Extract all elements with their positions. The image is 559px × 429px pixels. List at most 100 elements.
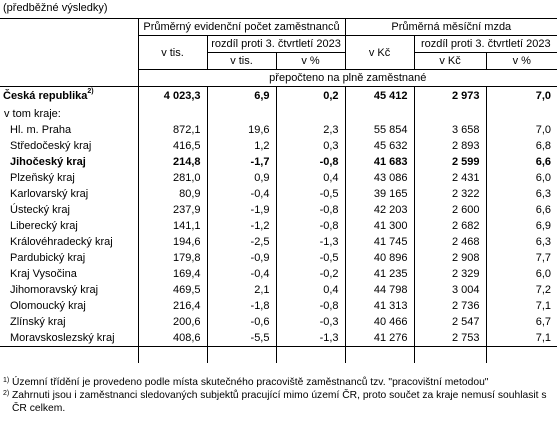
region-value: 41 313 xyxy=(344,297,415,314)
region-value: 55 854 xyxy=(344,121,415,138)
header-group-wage: Průměrná měsíční mzda xyxy=(344,18,558,36)
footnote-mark: 1) xyxy=(3,377,10,384)
region-row: Hl. m. Praha 872,1 19,6 2,3 55 854 3 658 7,0 xyxy=(0,121,558,138)
section-label-row: v tom kraje: xyxy=(0,105,558,122)
header-span-note: přepočteno na plně zaměstnané xyxy=(137,69,558,87)
header-sub-thousands: v tis. xyxy=(206,52,276,70)
region-value: -0,9 xyxy=(206,249,276,266)
total-label: Česká republika2) xyxy=(3,88,94,103)
header-unit-wage: v Kč xyxy=(344,35,415,70)
region-value: 0,4 xyxy=(275,281,346,298)
region-value: -1,7 xyxy=(206,153,276,170)
region-value: -0,4 xyxy=(206,265,276,282)
header-diff-wage: rozdíl proti 3. čtvrtletí 2023 xyxy=(413,35,558,53)
region-value: 237,9 xyxy=(137,201,207,218)
region-value: -0,8 xyxy=(275,297,346,314)
region-value: 39 165 xyxy=(344,185,415,202)
region-value: 469,5 xyxy=(137,281,207,298)
region-row: Kraj Vysočina 169,4 -0,4 -0,2 41 235 2 329 6,0 xyxy=(0,265,558,282)
table-note: (předběžné výsledky) xyxy=(3,2,108,14)
region-value: 3 004 xyxy=(413,281,487,298)
region-row: Moravskoslezský kraj 408,6 -5,5 -1,3 41 276 2… xyxy=(0,329,558,346)
header-diff-employees: rozdíl proti 3. čtvrtletí 2023 xyxy=(206,35,346,53)
region-label: Pardubický kraj xyxy=(10,251,86,264)
region-value: 1,2 xyxy=(206,137,276,154)
footnote-mark: 2) xyxy=(3,390,10,397)
region-value: -0,5 xyxy=(275,249,346,266)
region-value: -2,5 xyxy=(206,233,276,250)
region-value: 2 547 xyxy=(413,313,487,330)
region-value: 7,1 xyxy=(485,329,558,346)
region-value: -0,3 xyxy=(275,313,346,330)
region-value: 2 468 xyxy=(413,233,487,250)
region-label: Hl. m. Praha xyxy=(10,123,72,136)
footnotes: 1) Územní třídění je provedeno podle mís… xyxy=(3,376,555,415)
region-value: -0,2 xyxy=(275,265,346,282)
header-corner xyxy=(0,53,138,70)
region-row: Zlínský kraj 200,6 -0,6 -0,3 40 466 2 547 6,7 xyxy=(0,313,558,330)
region-rows: Hl. m. Praha 872,1 19,6 2,3 55 854 3 658 7,0 St… xyxy=(0,121,558,346)
region-value: 2,1 xyxy=(206,281,276,298)
region-value: 6,8 xyxy=(485,137,558,154)
total-value: 45 412 xyxy=(344,86,415,106)
region-row: Olomoucký kraj 216,4 -1,8 -0,8 41 313 2 736 7,… xyxy=(0,297,558,314)
region-value: 0,4 xyxy=(275,169,346,186)
region-row: Jihočeský kraj 214,8 -1,7 -0,8 41 683 2 599 6,… xyxy=(0,153,558,170)
total-row: Česká republika2) 4 023,3 6,9 0,2 45 412… xyxy=(0,86,558,106)
region-value: 2 599 xyxy=(413,153,487,170)
region-label: Jihomoravský kraj xyxy=(10,283,99,296)
total-value: 0,2 xyxy=(275,86,346,106)
region-value: 2 322 xyxy=(413,185,487,202)
footnote: 2) Zahrnuti jsou i zaměstnanci sledovaný… xyxy=(3,389,555,415)
header-sub-percent: v % xyxy=(275,52,346,70)
region-value: 141,1 xyxy=(137,217,207,234)
region-value: -0,4 xyxy=(206,185,276,202)
region-value: 41 276 xyxy=(344,329,415,346)
region-value: 281,0 xyxy=(137,169,207,186)
region-value: 7,2 xyxy=(485,281,558,298)
region-value: 41 235 xyxy=(344,265,415,282)
region-value: 6,3 xyxy=(485,185,558,202)
total-value: 4 023,3 xyxy=(137,86,207,106)
region-value: 200,6 xyxy=(137,313,207,330)
region-value: 2 431 xyxy=(413,169,487,186)
region-value: -1,3 xyxy=(275,233,346,250)
region-label: Liberecký kraj xyxy=(10,219,78,232)
region-value: 6,6 xyxy=(485,201,558,218)
region-value: 216,4 xyxy=(137,297,207,314)
region-label: Středočeský kraj xyxy=(10,139,92,152)
region-value: 2 908 xyxy=(413,249,487,266)
region-label: Ústecký kraj xyxy=(10,203,70,216)
region-value: 6,0 xyxy=(485,169,558,186)
region-value: 7,7 xyxy=(485,249,558,266)
region-value: 42 203 xyxy=(344,201,415,218)
header-unit-employees: v tis. xyxy=(137,35,207,70)
header-corner xyxy=(0,36,138,53)
region-value: 416,5 xyxy=(137,137,207,154)
region-value: 41 683 xyxy=(344,153,415,170)
region-value: 169,4 xyxy=(137,265,207,282)
region-value: 43 086 xyxy=(344,169,415,186)
region-label: Olomoucký kraj xyxy=(10,299,86,312)
region-value: -0,8 xyxy=(275,153,346,170)
region-label: Moravskoslezský kraj xyxy=(10,331,115,344)
region-row: Liberecký kraj 141,1 -1,2 -0,8 41 300 2 682 6,… xyxy=(0,217,558,234)
region-label: Zlínský kraj xyxy=(10,315,66,328)
region-value: -0,6 xyxy=(206,313,276,330)
region-value: 3 658 xyxy=(413,121,487,138)
region-row: Královéhradecký kraj 194,6 -2,5 -1,3 41 745 2… xyxy=(0,233,558,250)
region-value: -1,8 xyxy=(206,297,276,314)
region-row: Pardubický kraj 179,8 -0,9 -0,5 40 896 2 908 7… xyxy=(0,249,558,266)
region-value: 6,9 xyxy=(485,217,558,234)
region-value: 2 600 xyxy=(413,201,487,218)
region-value: 194,6 xyxy=(137,233,207,250)
region-value: 2 329 xyxy=(413,265,487,282)
total-value: 2 973 xyxy=(413,86,487,106)
region-value: 80,9 xyxy=(137,185,207,202)
region-label: Karlovarský kraj xyxy=(10,187,89,200)
header-group-employees: Průměrný evidenční počet zaměstnanců xyxy=(137,18,346,36)
total-value: 7,0 xyxy=(485,86,558,106)
header-corner xyxy=(0,18,138,36)
region-label: Plzeňský kraj xyxy=(10,171,75,184)
region-value: 6,0 xyxy=(485,265,558,282)
